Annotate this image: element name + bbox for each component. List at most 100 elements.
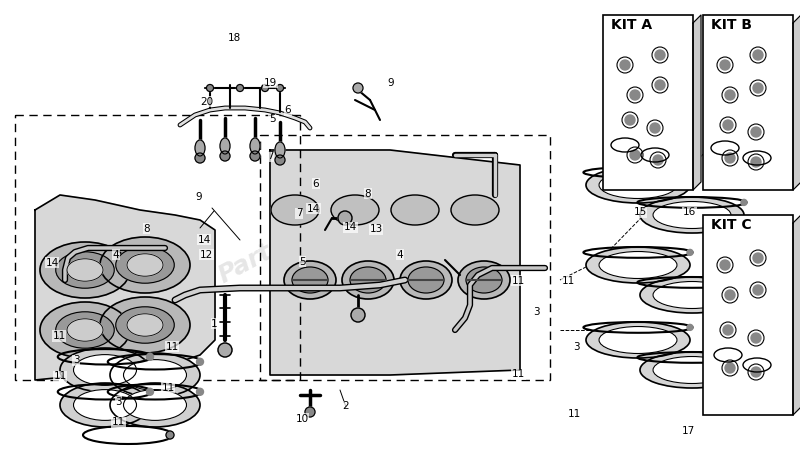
Text: KIT A: KIT A [611,18,652,32]
Ellipse shape [116,307,174,343]
Circle shape [338,211,352,225]
Text: 14: 14 [46,257,58,268]
Text: 3: 3 [533,307,539,317]
Ellipse shape [292,267,328,293]
Ellipse shape [391,195,439,225]
Text: 11: 11 [512,369,525,379]
Text: 17: 17 [682,425,694,436]
Circle shape [741,280,747,285]
Ellipse shape [220,138,230,154]
Text: 4: 4 [397,250,403,260]
Circle shape [237,84,243,91]
Ellipse shape [599,326,677,353]
Ellipse shape [586,167,690,203]
Circle shape [751,333,761,343]
Circle shape [630,150,640,160]
Text: 6: 6 [285,105,291,115]
Ellipse shape [350,267,386,293]
Ellipse shape [123,390,186,420]
Circle shape [620,60,630,70]
Ellipse shape [127,314,163,336]
Text: 7: 7 [296,208,302,218]
Circle shape [687,249,693,255]
Circle shape [275,155,285,165]
Circle shape [687,169,693,175]
Ellipse shape [586,322,690,358]
Text: 20: 20 [200,97,213,107]
Circle shape [146,388,154,395]
Circle shape [741,354,747,360]
Ellipse shape [331,195,379,225]
Polygon shape [693,15,701,190]
Text: 11: 11 [562,276,574,286]
Circle shape [351,308,365,322]
Ellipse shape [458,261,510,299]
Circle shape [753,83,763,93]
Ellipse shape [284,261,336,299]
Text: 10: 10 [296,414,309,424]
Ellipse shape [275,142,285,158]
Circle shape [741,199,747,205]
Ellipse shape [40,242,130,298]
Circle shape [206,84,214,91]
Ellipse shape [60,348,150,392]
Text: 9: 9 [387,78,394,88]
Ellipse shape [74,355,137,386]
Text: 1: 1 [211,319,218,329]
Circle shape [725,90,735,100]
Circle shape [753,253,763,263]
Bar [260,135,550,380]
Circle shape [725,153,735,163]
Ellipse shape [250,138,260,154]
Text: 14: 14 [307,204,320,214]
Ellipse shape [640,352,744,388]
Circle shape [753,50,763,60]
Circle shape [725,363,735,373]
Ellipse shape [640,197,744,233]
Polygon shape [793,215,800,415]
Text: 8: 8 [365,189,371,199]
Circle shape [195,153,205,163]
Ellipse shape [271,195,319,225]
Ellipse shape [451,195,499,225]
Text: 11: 11 [166,341,178,352]
Circle shape [197,388,203,395]
Text: PartsRepubika: PartsRepubika [214,172,406,288]
Ellipse shape [640,277,744,313]
Ellipse shape [74,390,137,420]
Circle shape [197,358,203,365]
Ellipse shape [599,252,677,279]
Text: 11: 11 [162,383,174,393]
Ellipse shape [599,172,677,198]
Text: 14: 14 [344,222,357,232]
Ellipse shape [100,237,190,293]
Circle shape [753,285,763,295]
Circle shape [250,151,260,161]
Ellipse shape [123,359,186,391]
Text: 9: 9 [195,192,202,202]
Text: 11: 11 [512,276,525,286]
Text: 11: 11 [112,417,125,427]
Circle shape [277,84,283,91]
Ellipse shape [60,383,150,427]
Ellipse shape [408,267,444,293]
Text: 11: 11 [568,409,581,419]
Ellipse shape [67,319,103,341]
Ellipse shape [67,259,103,281]
Ellipse shape [116,247,174,283]
Circle shape [625,115,635,125]
Circle shape [655,50,665,60]
Ellipse shape [56,252,114,288]
Text: 8: 8 [143,224,150,234]
Bar [603,15,693,190]
Circle shape [751,367,761,377]
Text: 7: 7 [267,151,274,161]
Circle shape [262,84,269,91]
Circle shape [725,290,735,300]
Text: 2: 2 [342,401,349,411]
Text: 11: 11 [54,371,66,381]
Text: 6: 6 [313,179,319,189]
Ellipse shape [127,254,163,276]
Circle shape [723,325,733,335]
Text: KIT B: KIT B [711,18,752,32]
